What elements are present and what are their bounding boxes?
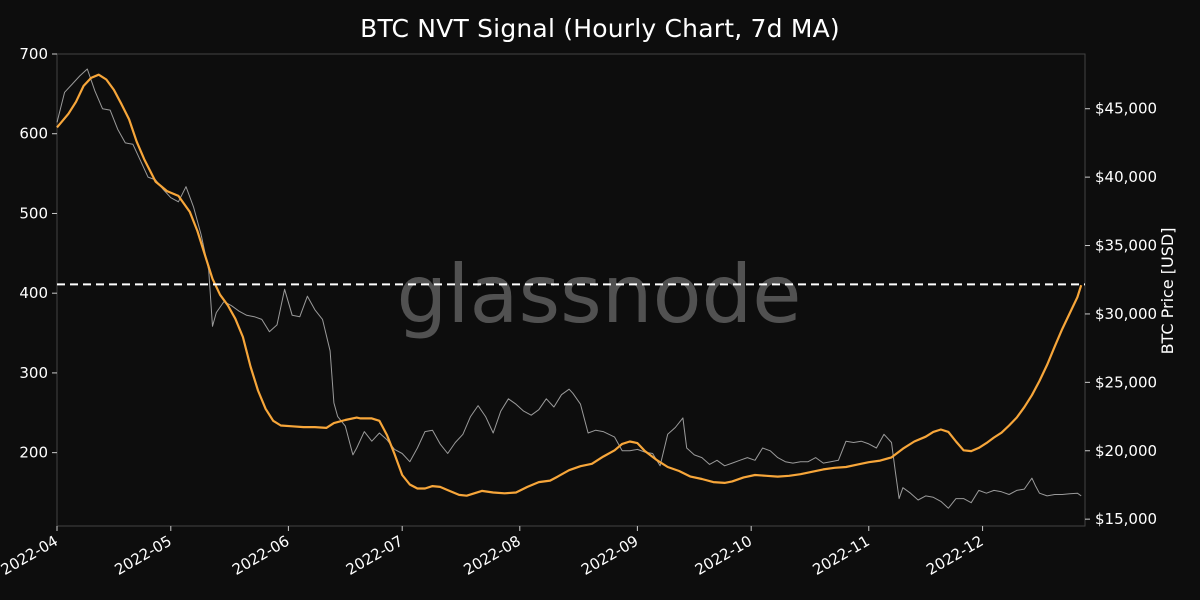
x-tick-label: 2022-05 (112, 532, 175, 579)
left-tick-label: 200 (19, 444, 48, 462)
right-tick-label: $40,000 (1095, 168, 1157, 186)
right-axis: $15,000 $20,000 $25,000 $30,000 $35,000 $40,0… (1085, 100, 1157, 528)
right-tick-label: $35,000 (1095, 237, 1157, 255)
plot-border (56, 53, 1086, 527)
right-tick-label: $20,000 (1095, 442, 1157, 460)
series-group (56, 68, 1083, 509)
glassnode-watermark: glassnode (396, 248, 801, 341)
plot-frame (56, 53, 1086, 527)
right-tick-label: $15,000 (1095, 510, 1157, 528)
x-tick-label: 2022-06 (229, 532, 292, 579)
x-tick-label: 2022-07 (343, 532, 406, 579)
x-tick-label: 2022-11 (809, 532, 872, 579)
right-tick-label: $45,000 (1095, 100, 1157, 118)
left-tick-label: 600 (19, 125, 48, 143)
chart-title: BTC NVT Signal (Hourly Chart, 7d MA) (360, 14, 840, 43)
x-tick-label: 2022-12 (923, 532, 986, 579)
left-tick-label: 400 (19, 284, 48, 302)
x-tick-label: 2022-10 (692, 532, 755, 579)
x-tick-label: 2022-09 (578, 532, 641, 579)
left-tick-label: 500 (19, 204, 48, 222)
watermark-text: glassnode (396, 248, 801, 341)
right-tick-label: $30,000 (1095, 305, 1157, 323)
right-axis-label: BTC Price [USD] (1158, 228, 1177, 355)
x-axis: 2022-04 2022-05 2022-06 2022-07 2022-08 2022-… (0, 526, 987, 579)
nvt-signal-line (56, 73, 1083, 497)
right-tick-label: $25,000 (1095, 373, 1157, 391)
x-tick-label: 2022-04 (0, 532, 61, 579)
left-tick-label: 300 (19, 364, 48, 382)
x-tick-label: 2022-08 (461, 532, 524, 579)
left-axis: 200 300 400 500 600 700 (19, 45, 57, 462)
left-tick-label: 700 (19, 45, 48, 63)
